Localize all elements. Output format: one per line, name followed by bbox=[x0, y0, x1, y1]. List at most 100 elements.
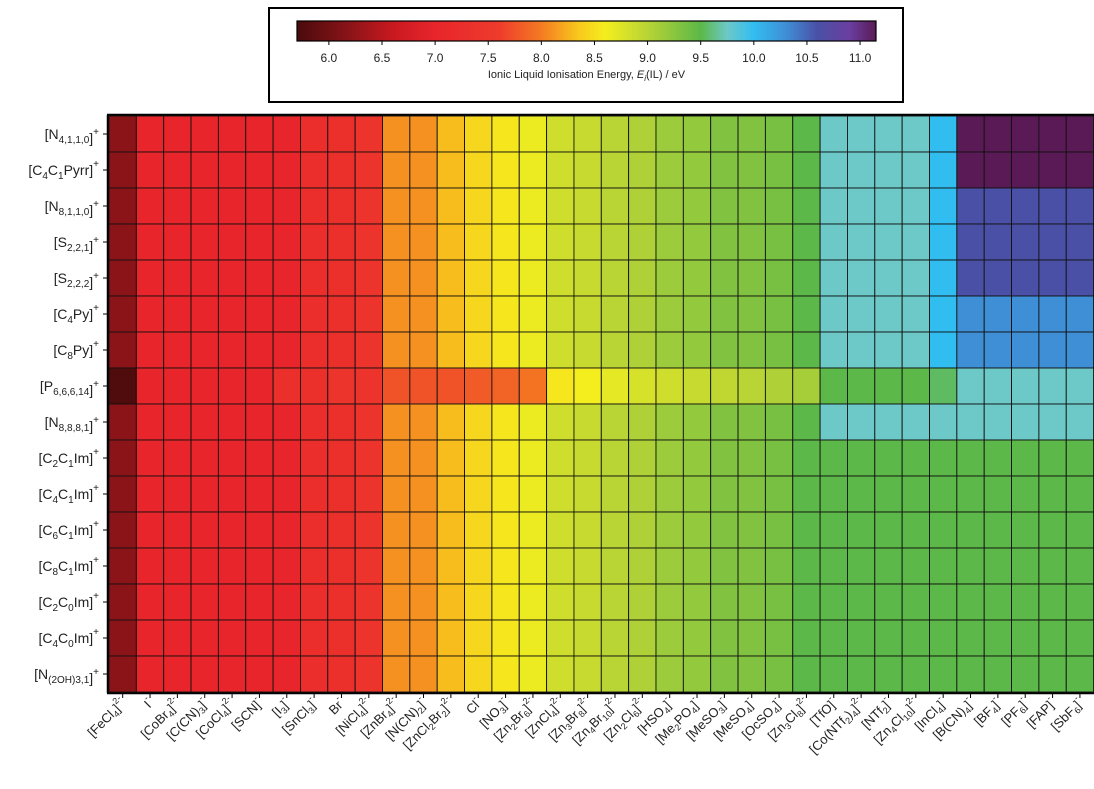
heatmap-cell bbox=[354, 547, 383, 585]
heatmap-cell bbox=[874, 475, 903, 513]
heatmap-cell bbox=[901, 619, 930, 657]
heatmap-cell bbox=[217, 151, 247, 189]
heatmap-cell bbox=[847, 583, 876, 621]
heatmap-cell bbox=[628, 619, 657, 657]
heatmap-cell bbox=[491, 655, 520, 693]
heatmap-cell bbox=[163, 403, 192, 441]
heatmap-cell bbox=[272, 295, 301, 333]
heatmap-cell bbox=[874, 655, 903, 693]
heatmap-cell bbox=[217, 331, 247, 369]
heatmap-cell bbox=[464, 547, 493, 585]
heatmap-cell bbox=[108, 655, 137, 693]
heatmap-cell bbox=[819, 223, 848, 261]
heatmap-cell bbox=[272, 151, 301, 189]
heatmap-cell bbox=[354, 619, 383, 657]
heatmap-cell bbox=[655, 655, 684, 693]
heatmap-cell bbox=[956, 187, 985, 225]
heatmap-cell bbox=[956, 475, 985, 513]
heatmap-cell bbox=[956, 367, 985, 405]
heatmap-cell bbox=[628, 331, 657, 369]
heatmap-cell bbox=[217, 583, 247, 621]
heatmap-cell bbox=[546, 367, 575, 405]
heatmap-cell bbox=[983, 151, 1013, 189]
heatmap-cell bbox=[135, 475, 165, 513]
heatmap-cell bbox=[792, 619, 821, 657]
heatmap-cell bbox=[491, 187, 520, 225]
heatmap-cell bbox=[163, 547, 192, 585]
heatmap-cell bbox=[272, 619, 301, 657]
heatmap-cell bbox=[573, 511, 602, 549]
heatmap-cell bbox=[135, 115, 165, 153]
heatmap-cell bbox=[901, 439, 930, 477]
heatmap-cell bbox=[682, 403, 712, 441]
heatmap-cell bbox=[190, 403, 219, 441]
heatmap-cell bbox=[409, 655, 438, 693]
heatmap-cell bbox=[436, 295, 466, 333]
heatmap-cell bbox=[737, 223, 766, 261]
heatmap-cell bbox=[163, 367, 192, 405]
heatmap-cell bbox=[436, 655, 466, 693]
heatmap-cell bbox=[956, 583, 985, 621]
heatmap-cell bbox=[573, 403, 602, 441]
heatmap-cell bbox=[135, 295, 165, 333]
heatmap-cell bbox=[108, 511, 137, 549]
heatmap-cell bbox=[1038, 295, 1067, 333]
heatmap-cell bbox=[354, 151, 383, 189]
heatmap-cell bbox=[737, 583, 766, 621]
heatmap-cell bbox=[600, 295, 630, 333]
heatmap-cell bbox=[464, 187, 493, 225]
heatmap-cell bbox=[1038, 655, 1067, 693]
heatmap-cell bbox=[135, 151, 165, 189]
heatmap-cell bbox=[682, 439, 712, 477]
heatmap-cell bbox=[1011, 331, 1040, 369]
heatmap-cell bbox=[327, 151, 356, 189]
heatmap-cell bbox=[819, 151, 848, 189]
heatmap-cell bbox=[901, 547, 930, 585]
heatmap-cell bbox=[518, 223, 548, 261]
heatmap-cell bbox=[108, 223, 137, 261]
heatmap-cell bbox=[135, 547, 165, 585]
heatmap-cell bbox=[655, 403, 684, 441]
heatmap-cell bbox=[217, 403, 247, 441]
heatmap-cell bbox=[217, 439, 247, 477]
heatmap-cell bbox=[108, 367, 137, 405]
heatmap-cell bbox=[436, 439, 466, 477]
heatmap-cell bbox=[874, 619, 903, 657]
heatmap-cell bbox=[956, 115, 985, 153]
heatmap-cell bbox=[135, 619, 165, 657]
heatmap-cell bbox=[792, 115, 821, 153]
heatmap-cell bbox=[135, 187, 165, 225]
heatmap-cell bbox=[382, 259, 411, 297]
heatmap-cell bbox=[217, 259, 247, 297]
y-tick-label: [P6,6,6,14]+ bbox=[40, 378, 99, 398]
heatmap-cell bbox=[628, 187, 657, 225]
heatmap-cell bbox=[573, 583, 602, 621]
heatmap-cell bbox=[300, 511, 329, 549]
heatmap-cell bbox=[163, 439, 192, 477]
heatmap-cell bbox=[956, 223, 985, 261]
heatmap-cell bbox=[518, 367, 548, 405]
heatmap-cell bbox=[764, 583, 794, 621]
heatmap-cell bbox=[600, 475, 630, 513]
heatmap-cell bbox=[491, 547, 520, 585]
heatmap-cell bbox=[436, 367, 466, 405]
y-tick-label: [C8C1Im]+ bbox=[38, 555, 99, 578]
heatmap-cell bbox=[327, 403, 356, 441]
heatmap-cell bbox=[135, 439, 165, 477]
heatmap-cell bbox=[108, 403, 137, 441]
heatmap-cell bbox=[327, 583, 356, 621]
heatmap-cell bbox=[847, 619, 876, 657]
heatmap-cell bbox=[983, 295, 1013, 333]
heatmap-cell bbox=[819, 583, 848, 621]
heatmap-cell bbox=[409, 439, 438, 477]
heatmap-cell bbox=[190, 439, 219, 477]
y-tick-label: [C6C1Im]+ bbox=[38, 519, 99, 542]
heatmap-cell bbox=[600, 151, 630, 189]
heatmap-cell bbox=[983, 367, 1013, 405]
heatmap-cell bbox=[217, 367, 247, 405]
heatmap-cell bbox=[1011, 403, 1040, 441]
heatmap-cell bbox=[108, 439, 137, 477]
heatmap-cell bbox=[436, 259, 466, 297]
heatmap-cell bbox=[874, 547, 903, 585]
heatmap-cell bbox=[382, 655, 411, 693]
